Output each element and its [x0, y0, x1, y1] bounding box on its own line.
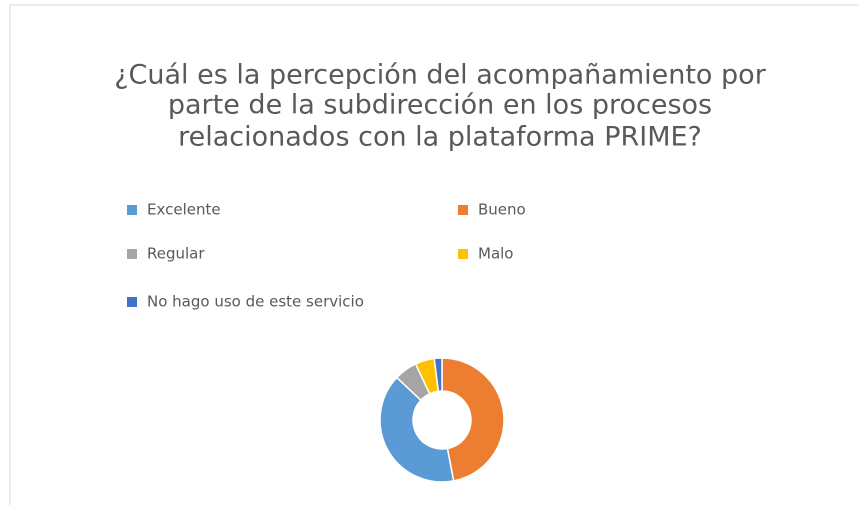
donut-slice [433, 357, 443, 393]
legend-swatch [458, 205, 468, 215]
legend-label: Bueno [478, 201, 526, 219]
chart-title: relacionados con la plataforma PRIME? [178, 122, 702, 153]
legend-swatch [127, 297, 137, 307]
donut-slice [441, 357, 505, 482]
legend-label: Excelente [147, 201, 221, 219]
legend-swatch [127, 249, 137, 259]
legend-label: Regular [147, 245, 205, 263]
chart-title: parte de la subdirección en los procesos [168, 90, 712, 121]
legend-label: No hago uso de este servicio [147, 293, 364, 311]
legend-swatch [127, 205, 137, 215]
chart-title: ¿Cuál es la percepción del acompañamient… [114, 60, 766, 91]
legend-label: Malo [478, 245, 513, 263]
legend-swatch [458, 249, 468, 259]
donut-slice [379, 376, 455, 483]
